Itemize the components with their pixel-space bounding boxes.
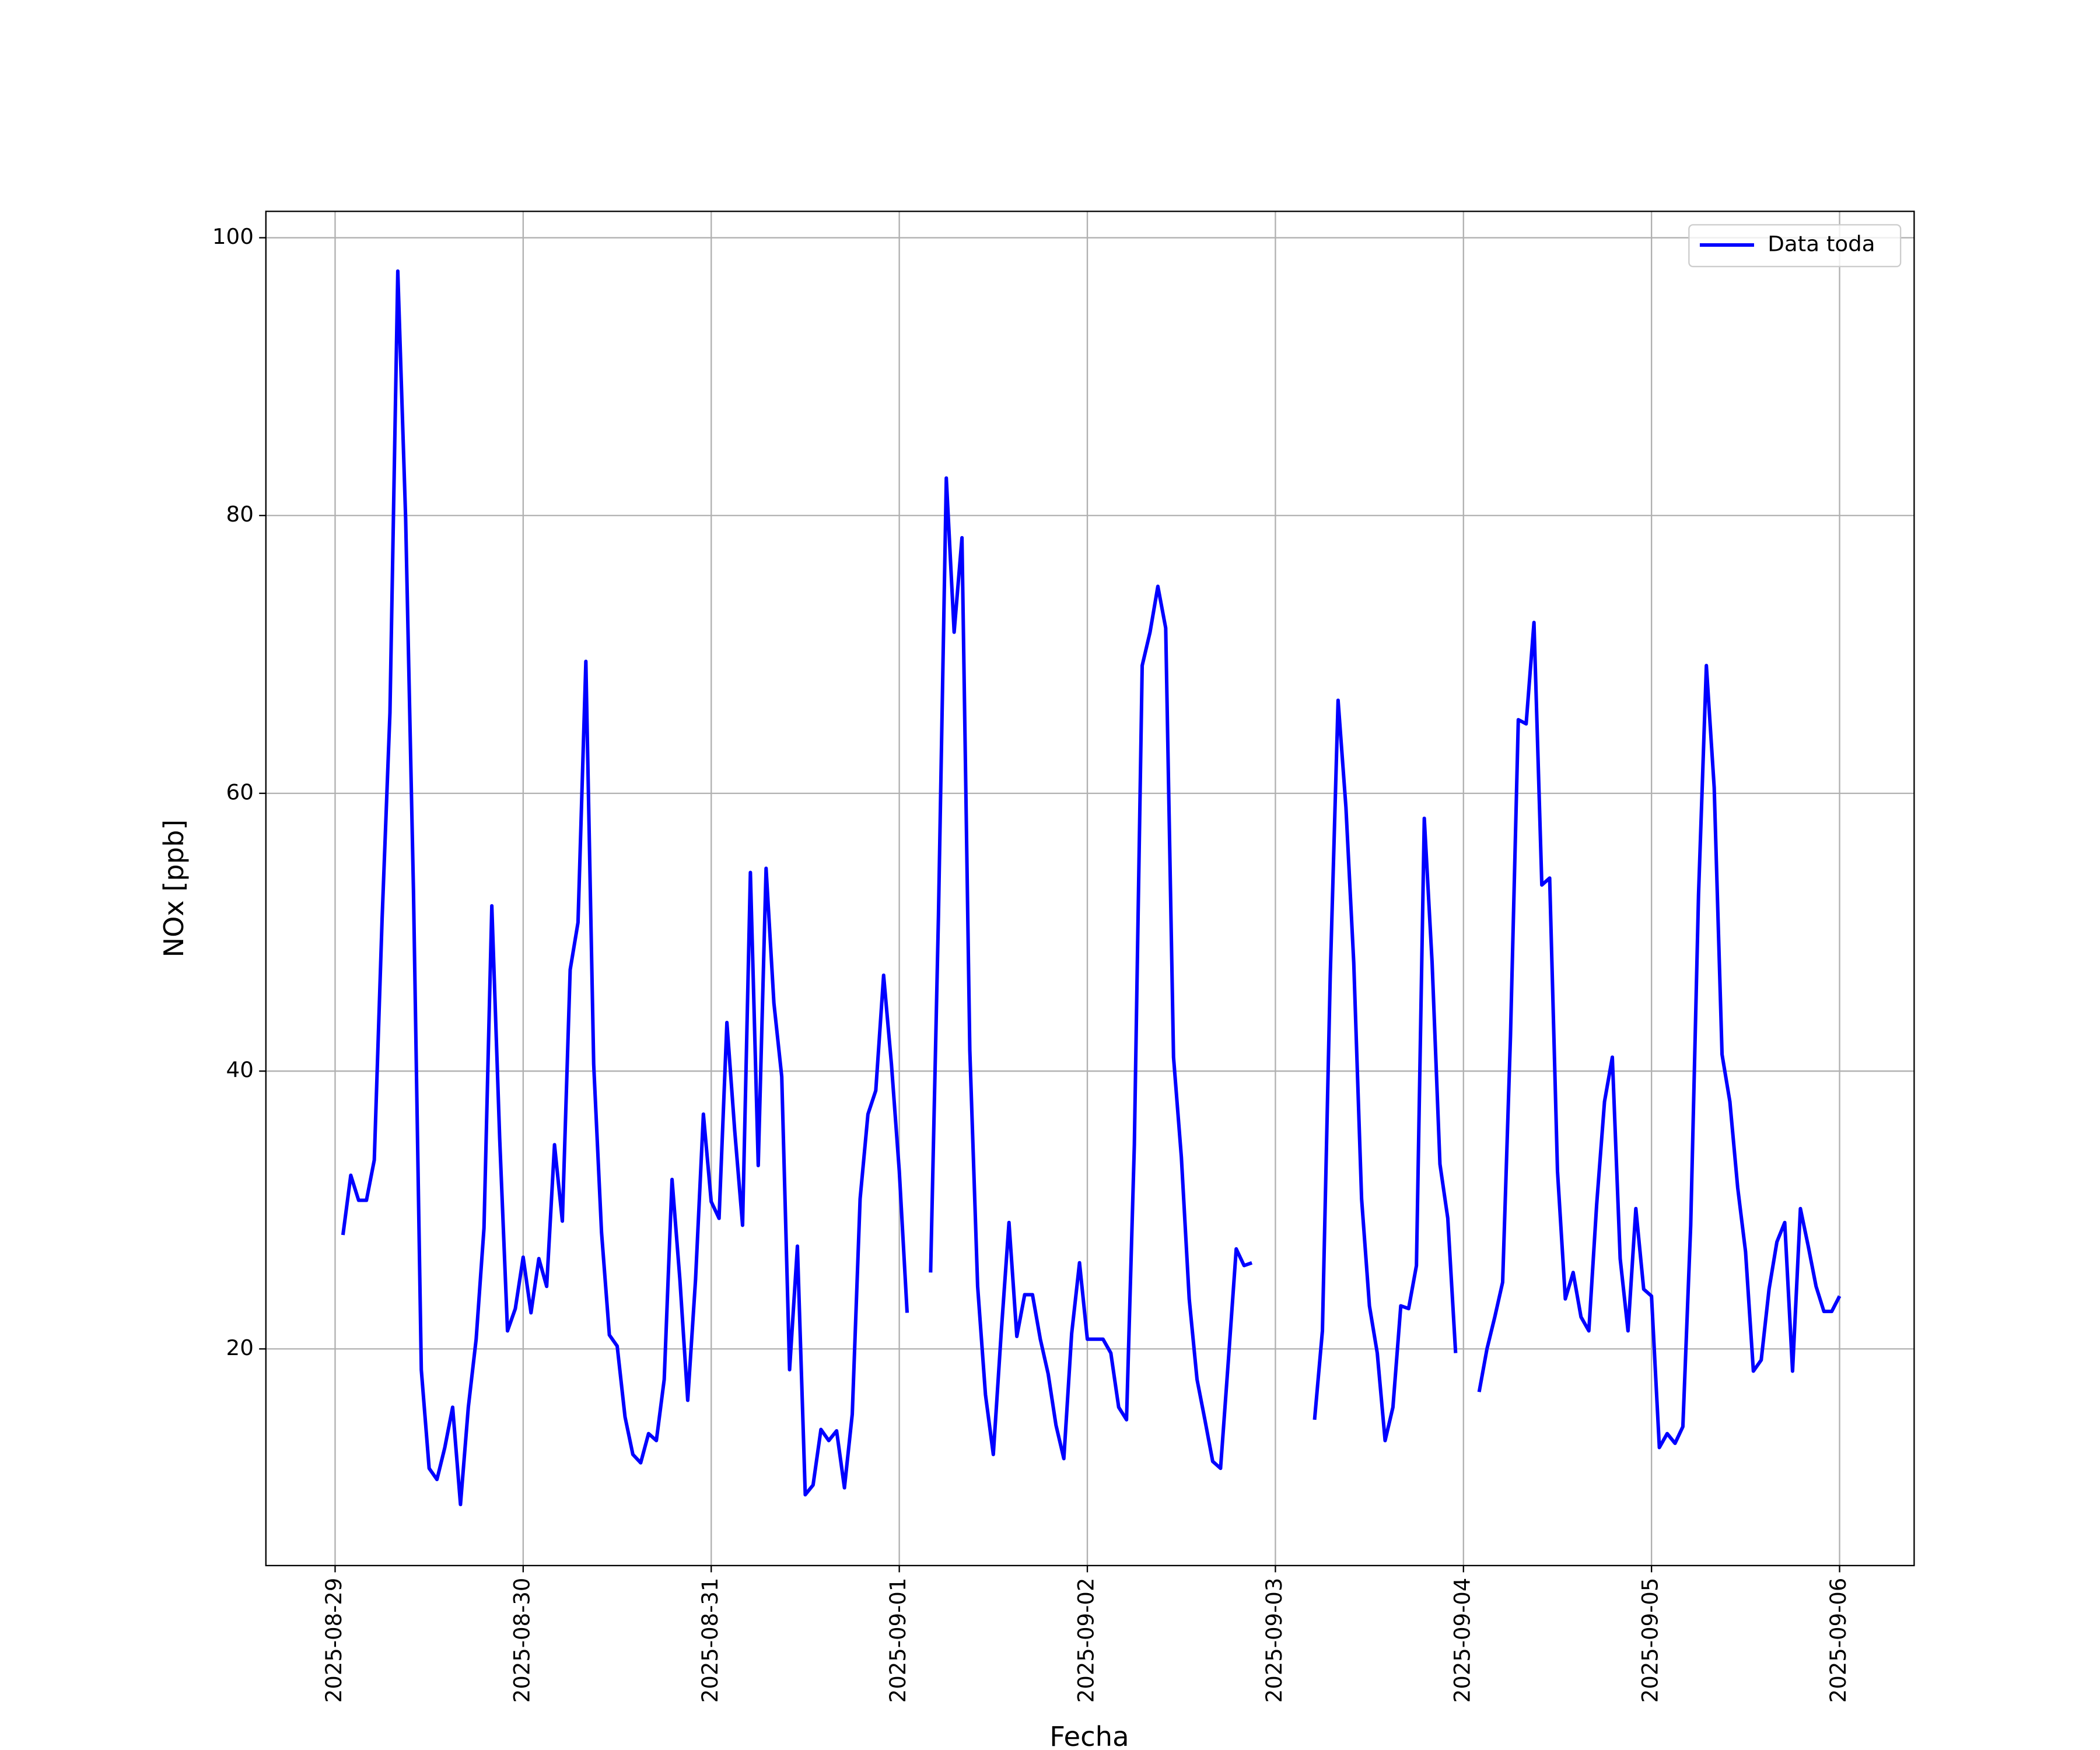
y-tick-label: 20	[226, 1335, 254, 1360]
x-tick-label: 2025-09-03	[1262, 1578, 1287, 1703]
x-tick-label: 2025-09-01	[886, 1578, 911, 1703]
grid	[265, 211, 1915, 1566]
y-tick-label: 100	[212, 224, 254, 249]
plot-lines	[341, 269, 1842, 1507]
x-axis-label: Fecha	[1049, 1721, 1129, 1750]
x-tick-label: 2025-09-05	[1638, 1578, 1663, 1703]
legend: Data toda	[1688, 224, 1902, 268]
x-tick-label: 2025-09-04	[1450, 1578, 1475, 1703]
plot-frame	[265, 211, 1915, 1566]
y-axis-label: NOx [ppb]	[158, 820, 190, 958]
legend-box	[1688, 224, 1902, 268]
x-tick-label: 2025-08-29	[321, 1578, 346, 1703]
y-tick-label: 60	[226, 780, 254, 805]
ticks: 2025-08-29 2025-08-30 2025-08-31 2025-09-01…	[212, 224, 1851, 1703]
legend-label: Data toda	[1768, 232, 1875, 257]
x-tick-label: 2025-08-30	[509, 1578, 534, 1703]
x-tick-label: 2025-09-02	[1073, 1578, 1098, 1703]
y-tick-label: 80	[226, 502, 254, 527]
x-tick-label: 2025-09-06	[1826, 1578, 1851, 1703]
x-tick-label: 2025-08-31	[698, 1578, 723, 1703]
data-line	[341, 269, 1842, 1507]
y-tick-label: 40	[226, 1058, 254, 1083]
